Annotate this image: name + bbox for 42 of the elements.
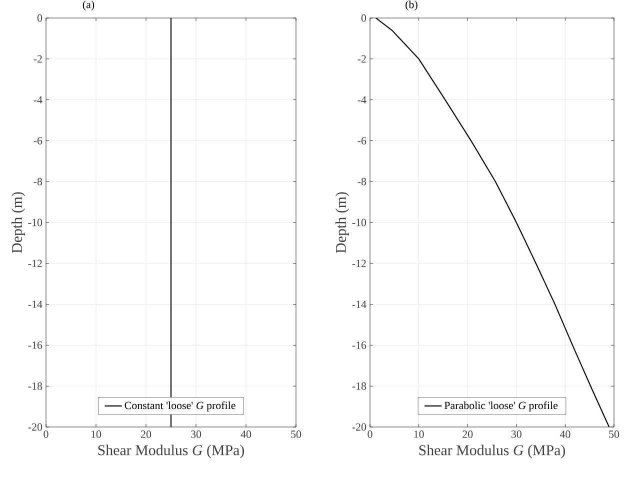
y-tick-label: -4: [358, 96, 366, 104]
x-axis-title: Shear Modulus G (MPa): [98, 444, 244, 458]
y-tick-label: -10: [28, 218, 42, 226]
x-axis-title: Shear Modulus G (MPa): [419, 444, 566, 458]
y-tick-label: -8: [34, 178, 42, 186]
y-tick-label: -8: [358, 178, 366, 186]
x-tick-label: 20: [141, 430, 152, 438]
y-tick-label: -18: [352, 382, 366, 390]
y-tick-label: -10: [352, 218, 366, 226]
y-tick-label: -14: [28, 300, 42, 308]
y-tick-label: 0: [361, 14, 366, 22]
y-tick-label: -12: [352, 260, 366, 268]
y-tick-label: -16: [28, 342, 42, 349]
y-tick-label: -18: [28, 382, 42, 390]
y-tick-label: -6: [358, 137, 366, 144]
y-tick-label: -12: [28, 260, 42, 268]
x-tick-label: 30: [511, 430, 522, 438]
legend-label: Constant 'loose' G profile: [124, 401, 236, 412]
y-tick-label: -20: [28, 423, 42, 431]
y-tick-label: -2: [34, 55, 42, 63]
x-tick-label: 10: [91, 430, 102, 438]
y-tick-label: -16: [352, 342, 366, 349]
x-tick-label: 40: [240, 430, 252, 438]
x-tick-label: 30: [191, 430, 202, 438]
y-tick-label: -20: [352, 423, 366, 431]
y-tick-label: -6: [34, 137, 42, 144]
chart-title: (b): [406, 0, 418, 10]
x-tick-label: 40: [560, 430, 570, 438]
x-tick-label: 50: [609, 430, 620, 438]
x-tick-label: 0: [368, 430, 372, 438]
legend-label: Parabolic 'loose' G profile: [444, 401, 558, 412]
y-tick-label: -14: [352, 300, 366, 308]
y-axis-title: Depth (m): [11, 192, 26, 253]
y-tick-label: -4: [34, 96, 42, 104]
y-tick-label: 0: [37, 14, 42, 22]
x-tick-label: 10: [414, 430, 424, 438]
y-tick-label: -2: [358, 55, 366, 63]
chart-title: (a): [82, 0, 94, 10]
x-tick-label: 20: [462, 430, 473, 438]
y-axis-title: Depth (m): [335, 192, 350, 253]
x-tick-label: 0: [44, 430, 48, 438]
x-tick-label: 50: [291, 430, 302, 438]
